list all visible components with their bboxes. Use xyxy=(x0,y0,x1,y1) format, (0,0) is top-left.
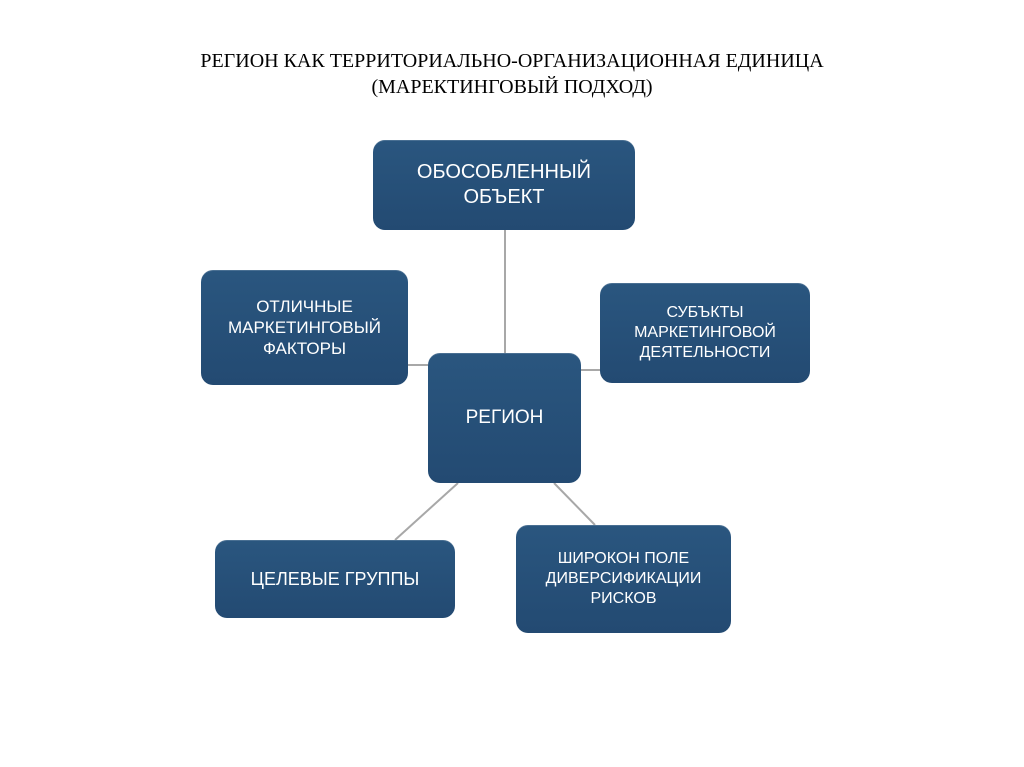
node-center: РЕГИОН xyxy=(428,353,581,483)
node-left: ОТЛИЧНЫЕ МАРКЕТИНГОВЫЙ ФАКТОРЫ xyxy=(201,270,408,385)
radial-diagram: РЕГИОН ОБОСОБЛЕННЫЙ ОБЪЕКТ ОТЛИЧНЫЕ МАРКЕТ… xyxy=(0,130,1024,720)
edge-bottom-right xyxy=(554,483,595,525)
edge-bottom-left xyxy=(395,483,458,540)
node-right: СУБЪКТЫ МАРКЕТИНГОВОЙ ДЕЯТЕЛЬНОСТИ xyxy=(600,283,810,383)
node-bottom-right: ШИРОКОН ПОЛЕ ДИВЕРСИФИКАЦИИ РИСКОВ xyxy=(516,525,731,633)
node-top: ОБОСОБЛЕННЫЙ ОБЪЕКТ xyxy=(373,140,635,230)
page-title: РЕГИОН КАК ТЕРРИТОРИАЛЬНО-ОРГАНИЗАЦИОННА… xyxy=(112,48,912,100)
node-bottom-left: ЦЕЛЕВЫЕ ГРУППЫ xyxy=(215,540,455,618)
